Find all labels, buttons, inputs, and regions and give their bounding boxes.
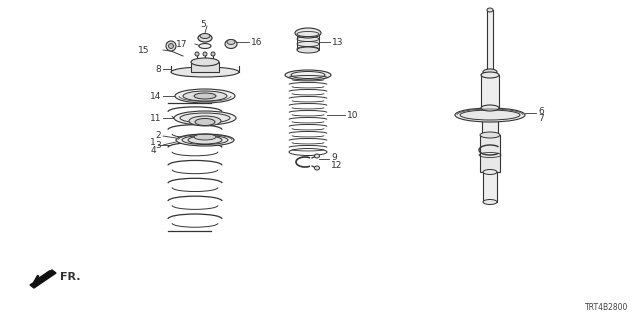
Ellipse shape <box>200 34 210 38</box>
Circle shape <box>195 52 199 56</box>
Ellipse shape <box>171 67 239 77</box>
Text: FR.: FR. <box>60 272 81 282</box>
Circle shape <box>168 44 173 49</box>
Ellipse shape <box>295 28 321 38</box>
Text: 10: 10 <box>347 110 358 119</box>
Ellipse shape <box>194 93 216 99</box>
Ellipse shape <box>225 39 237 49</box>
Text: 14: 14 <box>150 92 161 100</box>
Text: 11: 11 <box>150 114 161 123</box>
Bar <box>483 172 497 202</box>
Ellipse shape <box>481 105 499 111</box>
Ellipse shape <box>314 166 319 170</box>
Ellipse shape <box>183 91 227 101</box>
Ellipse shape <box>175 89 235 103</box>
Text: 6: 6 <box>538 107 544 116</box>
Ellipse shape <box>174 111 236 125</box>
Bar <box>482 108 498 135</box>
Ellipse shape <box>198 34 212 42</box>
Text: 13: 13 <box>332 37 344 46</box>
Polygon shape <box>30 270 56 288</box>
Ellipse shape <box>194 134 216 140</box>
Text: 8: 8 <box>156 65 161 74</box>
Ellipse shape <box>189 116 221 126</box>
Bar <box>480 135 500 172</box>
Text: 5: 5 <box>200 20 206 28</box>
Circle shape <box>211 52 215 56</box>
Ellipse shape <box>460 110 520 120</box>
Text: 2: 2 <box>156 131 161 140</box>
Ellipse shape <box>481 72 499 78</box>
Text: 12: 12 <box>331 161 342 170</box>
Ellipse shape <box>188 136 222 144</box>
Text: 1: 1 <box>150 138 156 147</box>
Ellipse shape <box>483 170 497 174</box>
Text: 4: 4 <box>150 146 156 155</box>
Text: 17: 17 <box>175 39 187 49</box>
Bar <box>487 10 493 72</box>
Ellipse shape <box>455 108 525 122</box>
Circle shape <box>203 52 207 56</box>
Ellipse shape <box>191 58 219 66</box>
Ellipse shape <box>487 8 493 12</box>
Bar <box>481 75 499 108</box>
Circle shape <box>166 41 176 51</box>
Ellipse shape <box>483 199 497 204</box>
Ellipse shape <box>480 132 500 138</box>
Text: 7: 7 <box>538 114 544 123</box>
Text: 9: 9 <box>331 153 337 162</box>
Ellipse shape <box>176 134 234 146</box>
Ellipse shape <box>182 135 228 145</box>
Ellipse shape <box>199 44 211 49</box>
Text: 3: 3 <box>156 140 161 149</box>
Text: 15: 15 <box>138 45 149 54</box>
Ellipse shape <box>314 154 319 158</box>
Text: 16: 16 <box>251 37 262 46</box>
Bar <box>297 34 319 50</box>
Ellipse shape <box>195 118 215 125</box>
Ellipse shape <box>291 71 325 78</box>
Ellipse shape <box>483 69 497 75</box>
Ellipse shape <box>285 70 331 80</box>
Bar <box>191 62 219 72</box>
Ellipse shape <box>227 39 235 44</box>
Text: TRT4B2800: TRT4B2800 <box>584 303 628 312</box>
Ellipse shape <box>297 47 319 53</box>
Ellipse shape <box>180 113 230 123</box>
